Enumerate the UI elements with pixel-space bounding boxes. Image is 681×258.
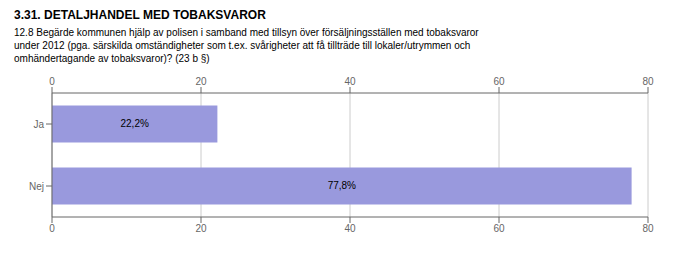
- svg-text:0: 0: [49, 76, 55, 87]
- svg-text:77,8%: 77,8%: [328, 180, 356, 191]
- svg-text:60: 60: [493, 76, 505, 87]
- svg-text:Ja: Ja: [33, 119, 44, 130]
- html-text:omhändertagande av tobaksvaror: omhändertagande av tobaksvaror)? (23 b §…: [14, 53, 210, 64]
- html-text:under 2012 (pga. särskilda oms: under 2012 (pga. särskilda omständighete…: [14, 40, 471, 51]
- svg-text:22,2%: 22,2%: [121, 118, 149, 129]
- svg-text:60: 60: [493, 223, 505, 234]
- svg-text:40: 40: [344, 223, 356, 234]
- svg-text:Nej: Nej: [29, 181, 44, 192]
- svg-text:40: 40: [344, 76, 356, 87]
- svg-text:20: 20: [195, 76, 207, 87]
- html-text:12.8 Begärde kommunen hjälp av: 12.8 Begärde kommunen hjälp av polisen i…: [14, 27, 479, 38]
- html-text:3.31. DETALJHANDEL MED TOBAKSV: 3.31. DETALJHANDEL MED TOBAKSVAROR: [14, 8, 266, 22]
- svg-text:80: 80: [642, 76, 654, 87]
- svg-text:80: 80: [642, 223, 654, 234]
- svg-text:0: 0: [49, 223, 55, 234]
- svg-text:20: 20: [195, 223, 207, 234]
